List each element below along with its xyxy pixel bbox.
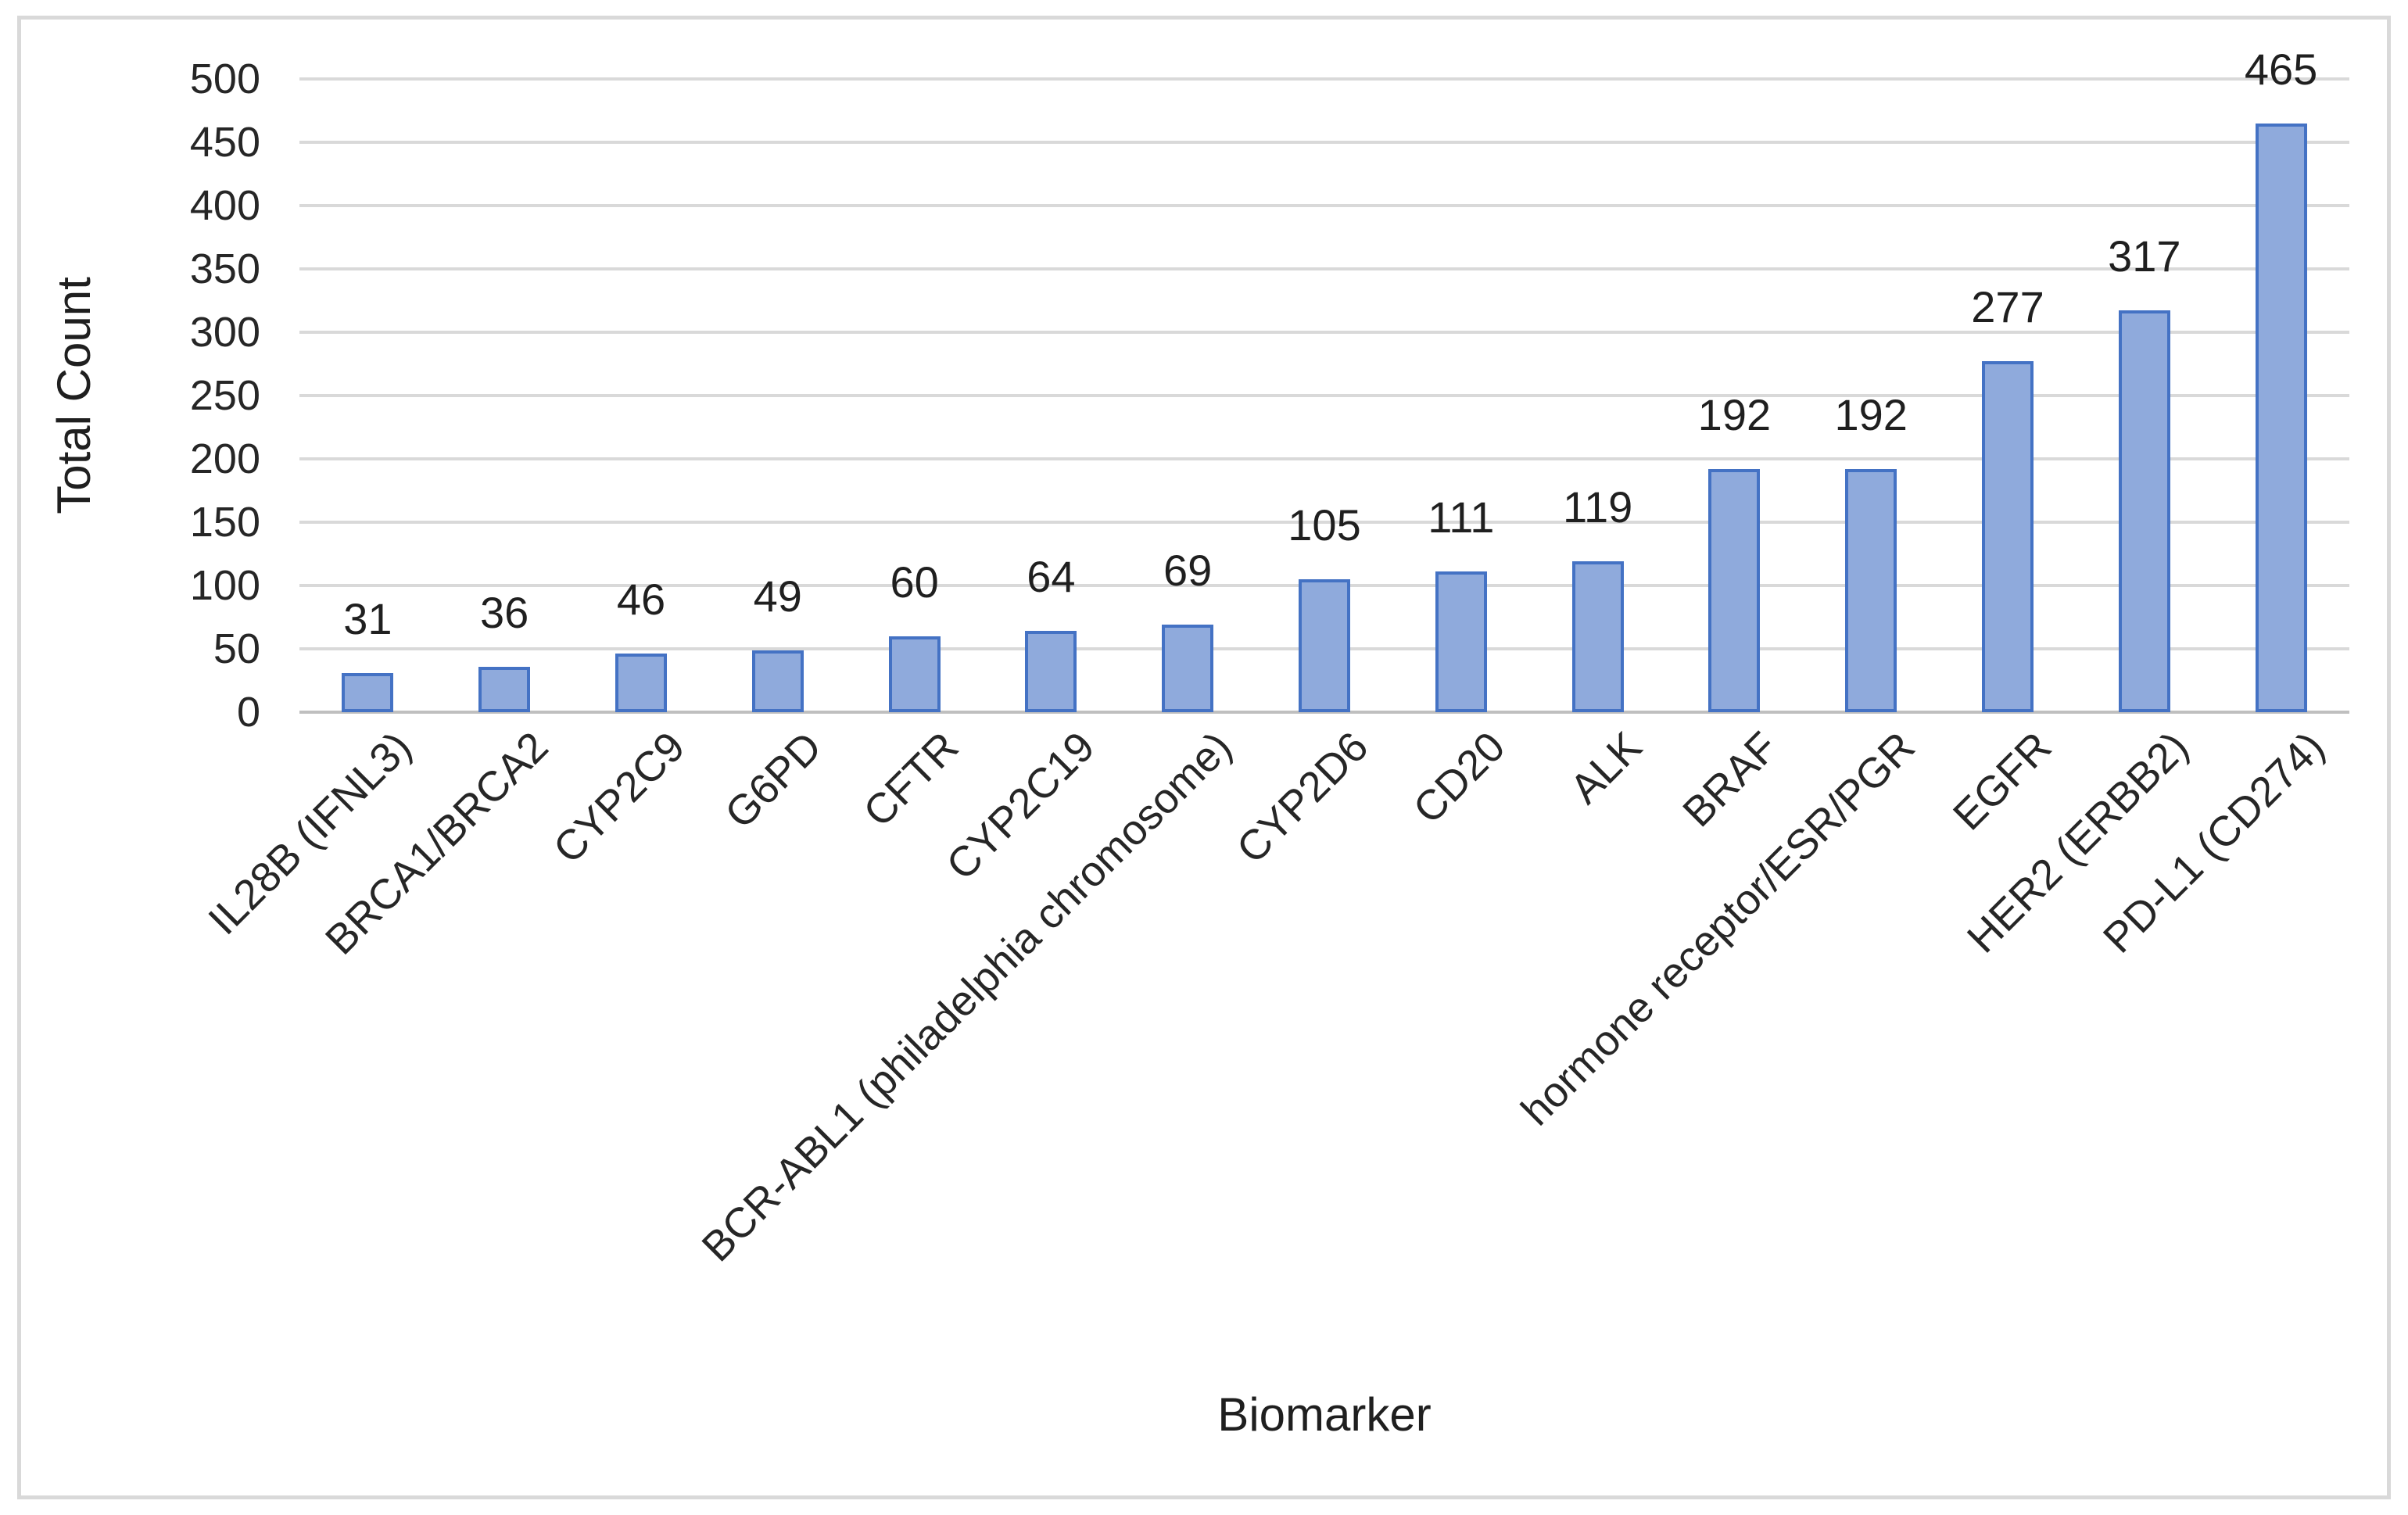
bar-PD-L1 (CD274) (2255, 123, 2307, 712)
y-gridline (299, 521, 2349, 524)
chart-border-frame: 0 50 100 150 200 250 300 350 400 450 500 31 IL28B (I… (17, 16, 2391, 1499)
value-label: 277 (1971, 282, 2044, 332)
bar-BRCA1/BRCA2 (478, 666, 531, 712)
bar-CYP2C9 (615, 654, 667, 712)
y-gridline (299, 394, 2349, 397)
y-gridline (299, 77, 2349, 81)
x-category-label: BRAF (1674, 723, 1787, 836)
x-category-label: CYP2C9 (544, 723, 694, 872)
value-label: 36 (480, 587, 529, 637)
y-tick-label: 250 (189, 372, 260, 419)
x-category-label: ALK (1561, 723, 1651, 813)
bar-CYP2C19 (1025, 631, 1077, 712)
value-label: 119 (1562, 482, 1633, 532)
value-label: 49 (753, 571, 802, 621)
bar-ALK (1571, 561, 1624, 712)
bar-G6PD (751, 650, 804, 712)
y-tick-label: 400 (189, 182, 260, 229)
bar-BCR-ABL1 (philadelphia chromosome) (1162, 625, 1214, 712)
y-tick-label: 150 (189, 499, 260, 546)
bar-CYP2D6 (1299, 578, 1350, 712)
value-label: 317 (2108, 231, 2181, 281)
y-tick-label: 200 (189, 435, 260, 482)
bar-CFTR (888, 636, 941, 712)
plot-area: 0 50 100 150 200 250 300 350 400 450 500 31 IL28B (I… (21, 20, 2387, 1495)
y-gridline (299, 141, 2349, 144)
y-tick-label: 300 (189, 309, 260, 356)
x-axis-title: Biomarker (1217, 1388, 1432, 1441)
y-tick-label: 350 (189, 245, 260, 292)
y-tick-label: 0 (236, 689, 260, 736)
value-label: 465 (2244, 44, 2318, 94)
x-category-label: CFTR (854, 723, 968, 836)
x-category-label: EGFR (1944, 723, 2061, 840)
x-category-label: CYP2D6 (1227, 723, 1378, 872)
value-label: 192 (1697, 389, 1772, 439)
value-label: 46 (616, 575, 666, 625)
value-label: 69 (1163, 546, 1213, 596)
bar-BRAF (1708, 468, 1761, 712)
bar-HER2 (ERBB2) (2118, 310, 2170, 712)
x-axis-line (299, 711, 2349, 714)
y-axis-title: Total Count (48, 277, 100, 514)
x-category-label: G6PD (715, 723, 831, 838)
bar-hormone receptor/ESR/PGR (1845, 468, 1897, 712)
y-gridline (299, 331, 2349, 334)
value-label: 60 (890, 557, 939, 607)
y-tick-label: 450 (189, 119, 260, 166)
bar-CD20 (1435, 571, 1487, 712)
bar-IL28B (IFNL3) (342, 672, 394, 712)
bar-EGFR (1982, 361, 2034, 712)
value-label: 105 (1288, 500, 1361, 550)
y-tick-label: 100 (189, 562, 260, 609)
y-gridline (299, 457, 2349, 460)
y-tick-label: 500 (189, 56, 260, 102)
y-tick-label: 50 (213, 625, 260, 672)
value-label: 31 (343, 593, 392, 643)
y-gridline (299, 267, 2349, 270)
value-label: 192 (1834, 389, 1908, 439)
value-label: 64 (1027, 552, 1076, 602)
y-gridline (299, 204, 2349, 207)
x-category-label: CD20 (1404, 723, 1514, 833)
value-label: 111 (1428, 492, 1495, 543)
